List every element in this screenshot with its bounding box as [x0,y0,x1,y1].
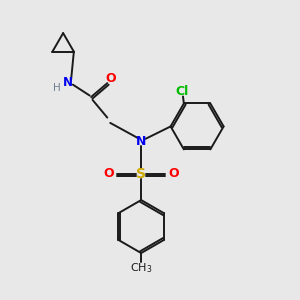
Text: N: N [136,135,146,148]
Text: O: O [103,167,113,180]
Text: H: H [53,82,61,93]
Text: O: O [105,72,116,85]
Text: O: O [169,167,179,180]
Text: Cl: Cl [176,85,189,98]
Text: S: S [136,167,146,181]
Text: N: N [63,76,73,89]
Text: CH$_3$: CH$_3$ [130,261,152,275]
